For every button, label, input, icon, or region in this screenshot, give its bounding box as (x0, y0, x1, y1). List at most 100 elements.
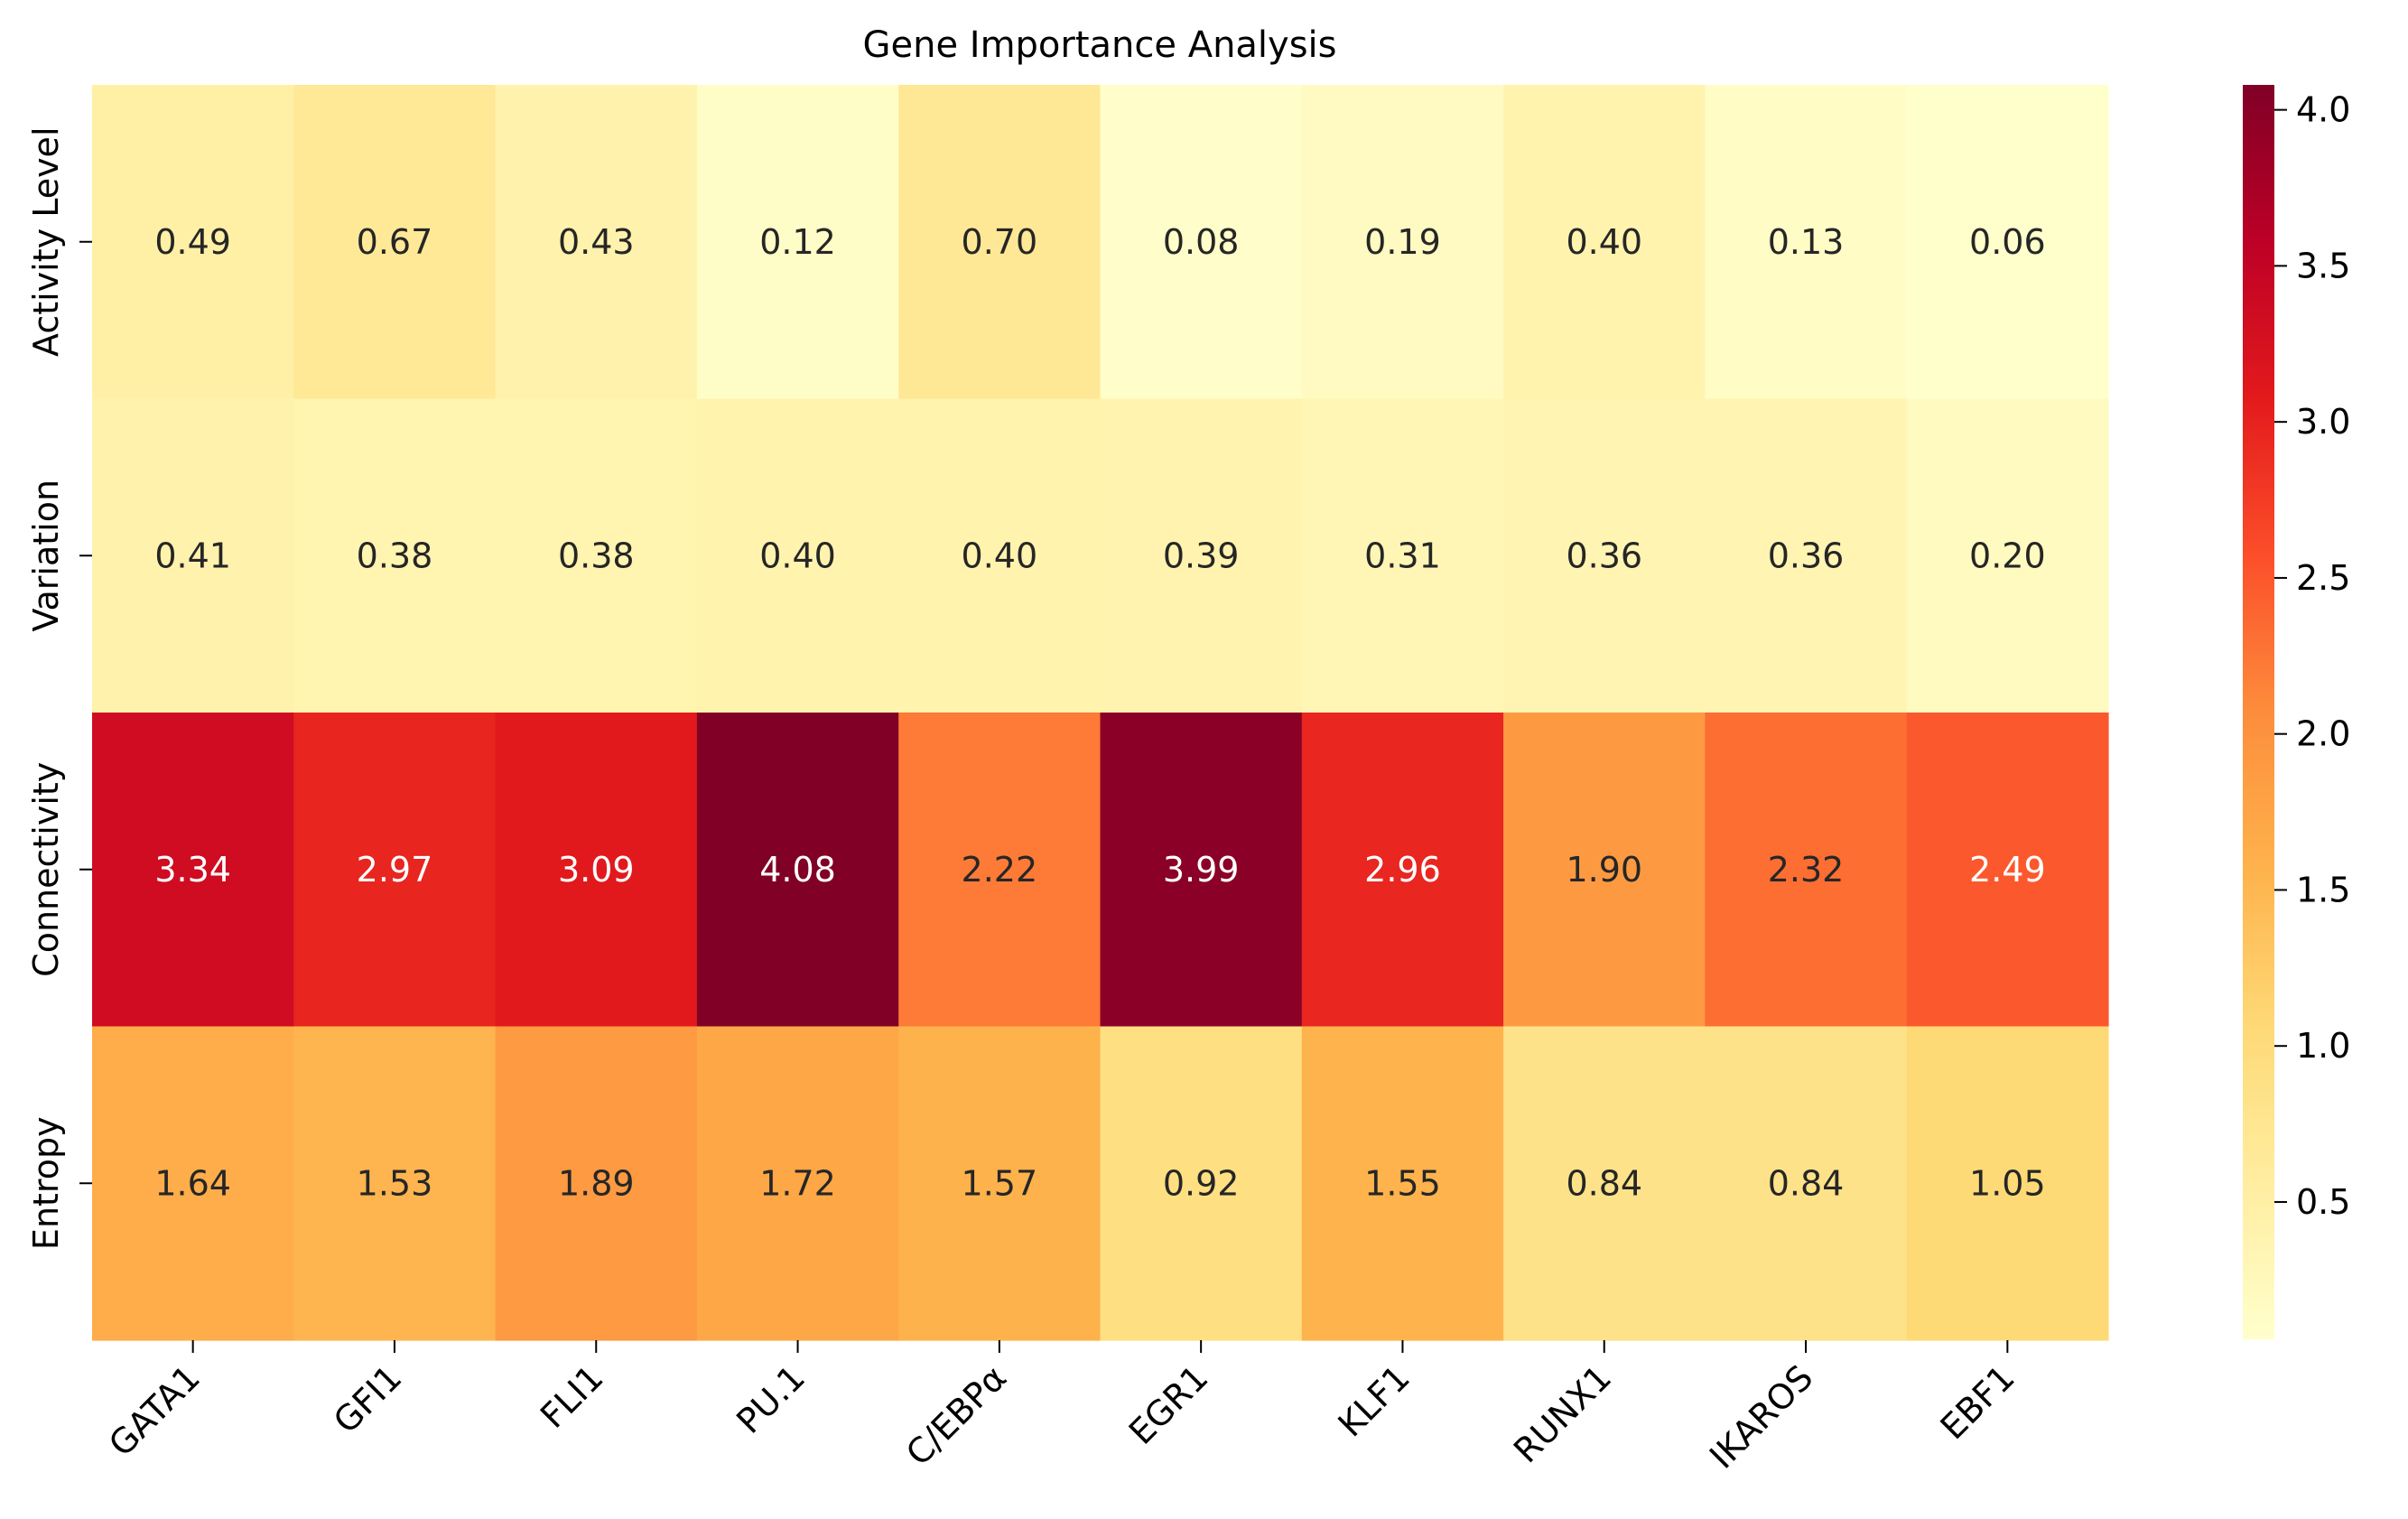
cell-value-label: 0.40 (759, 536, 836, 575)
cell-annotations: 0.49 0.67 0.43 0.12 0.70 0.08 0.19 0.40 0.13 0.06… (154, 222, 2045, 1204)
colorbar-tick-label: 3.0 (2296, 402, 2350, 442)
heatmap-cell (696, 85, 899, 400)
heatmap-cell (92, 398, 294, 713)
heatmap-cell (1906, 85, 2109, 400)
x-axis: GATA1 GFI1 FLI1 PU.1 C/EBPα EGR1 KLF1 RUNX1 IKAR… (101, 1340, 2022, 1477)
heatmap-cell (1301, 713, 1504, 1028)
cell-value-label: 1.57 (962, 1163, 1038, 1203)
cell-value-label: 2.22 (962, 850, 1038, 890)
heatmap-cell (1705, 713, 1908, 1028)
heatmap-cell (1705, 85, 1908, 400)
heatmap-cell (1100, 1026, 1303, 1341)
heatmap-cell (1503, 713, 1706, 1028)
cell-value-label: 1.72 (759, 1163, 836, 1203)
cell-value-label: 0.19 (1364, 222, 1441, 262)
colorbar: 0.5 1.0 1.5 2.0 2.5 3.0 3.5 4.0 (2243, 85, 2350, 1339)
cell-value-label: 1.55 (1364, 1163, 1441, 1203)
x-tick-label: PU.1 (729, 1357, 813, 1441)
heatmap-cell (495, 713, 698, 1028)
y-tick-label: Entropy (26, 1116, 66, 1250)
chart-title: Gene Importance Analysis (862, 24, 1336, 66)
cell-value-label: 2.97 (357, 850, 433, 890)
x-tick-label: GFI1 (326, 1357, 409, 1440)
heatmap-cell (293, 713, 497, 1028)
colorbar-tick-label: 2.5 (2296, 558, 2350, 598)
x-tick-label: GATA1 (101, 1357, 208, 1464)
colorbar-gradient (2243, 85, 2274, 1339)
heatmap-cell (1503, 398, 1706, 713)
heatmap-cell (92, 85, 294, 400)
y-tick-label: Variation (26, 480, 66, 632)
heatmap-cell (1100, 713, 1303, 1028)
cell-value-label: 3.09 (558, 850, 635, 890)
cell-value-label: 1.05 (1969, 1163, 2046, 1203)
x-tick-label: RUNX1 (1506, 1357, 1619, 1470)
heatmap-cell (898, 713, 1102, 1028)
heatmap-cell (1906, 713, 2109, 1028)
heatmap-cell (1301, 1026, 1504, 1341)
cell-value-label: 0.20 (1969, 536, 2046, 575)
heatmap-cell (293, 1026, 497, 1341)
cell-value-label: 1.89 (558, 1163, 635, 1203)
heatmap-cell (1705, 398, 1908, 713)
cell-value-label: 0.08 (1163, 222, 1240, 262)
x-tick-label: FLI1 (533, 1357, 611, 1436)
heatmap-cell (495, 1026, 698, 1341)
heatmap-cells (92, 85, 2109, 1341)
cell-value-label: 2.96 (1364, 850, 1441, 890)
x-tick-label: EBF1 (1933, 1357, 2022, 1447)
cell-value-label: 0.39 (1163, 536, 1240, 575)
heatmap-cell (696, 398, 899, 713)
cell-value-label: 3.99 (1163, 850, 1240, 890)
cell-value-label: 0.36 (1768, 536, 1845, 575)
heatmap-cell (92, 713, 294, 1028)
cell-value-label: 2.49 (1969, 850, 2046, 890)
cell-value-label: 1.64 (154, 1163, 231, 1203)
y-tick-label: Activity Level (26, 127, 66, 358)
cell-value-label: 1.53 (357, 1163, 433, 1203)
heatmap-cell (1906, 398, 2109, 713)
cell-value-label: 0.38 (558, 536, 635, 575)
colorbar-tick-label: 0.5 (2296, 1182, 2350, 1222)
cell-value-label: 1.90 (1566, 850, 1642, 890)
cell-value-label: 0.13 (1768, 222, 1845, 262)
cell-value-label: 0.31 (1364, 536, 1441, 575)
cell-value-label: 3.34 (154, 850, 231, 890)
colorbar-tick-label: 2.0 (2296, 714, 2350, 754)
heatmap-cell (898, 398, 1102, 713)
heatmap-cell (293, 85, 497, 400)
cell-value-label: 0.41 (154, 536, 231, 575)
cell-value-label: 0.40 (962, 536, 1038, 575)
x-tick-label: IKAROS (1702, 1357, 1820, 1476)
heatmap-cell (1301, 85, 1504, 400)
cell-value-label: 0.43 (558, 222, 635, 262)
cell-value-label: 0.84 (1768, 1163, 1845, 1203)
x-tick-label: KLF1 (1331, 1357, 1418, 1444)
heatmap-cell (1503, 85, 1706, 400)
cell-value-label: 2.32 (1768, 850, 1845, 890)
cell-value-label: 0.84 (1566, 1163, 1642, 1203)
cell-value-label: 0.67 (357, 222, 433, 262)
y-axis: Activity Level Variation Connectivity Entro… (26, 127, 92, 1250)
heatmap-cell (696, 1026, 899, 1341)
heatmap-cell (495, 398, 698, 713)
cell-value-label: 0.40 (1566, 222, 1642, 262)
heatmap-cell (495, 85, 698, 400)
colorbar-tick-label: 3.5 (2296, 246, 2350, 285)
heatmap-cell (1705, 1026, 1908, 1341)
heatmap-cell (293, 398, 497, 713)
heatmap-cell (1503, 1026, 1706, 1341)
y-tick-label: Connectivity (26, 762, 66, 977)
heatmap-cell (92, 1026, 294, 1341)
cell-value-label: 0.49 (154, 222, 231, 262)
cell-value-label: 0.92 (1163, 1163, 1240, 1203)
heatmap-cell (1100, 398, 1303, 713)
colorbar-tick-label: 4.0 (2296, 90, 2350, 130)
heatmap-cell (1301, 398, 1504, 713)
x-tick-label: C/EBPα (898, 1357, 1014, 1473)
cell-value-label: 0.38 (357, 536, 433, 575)
cell-value-label: 0.70 (962, 222, 1038, 262)
cell-value-label: 0.36 (1566, 536, 1642, 575)
